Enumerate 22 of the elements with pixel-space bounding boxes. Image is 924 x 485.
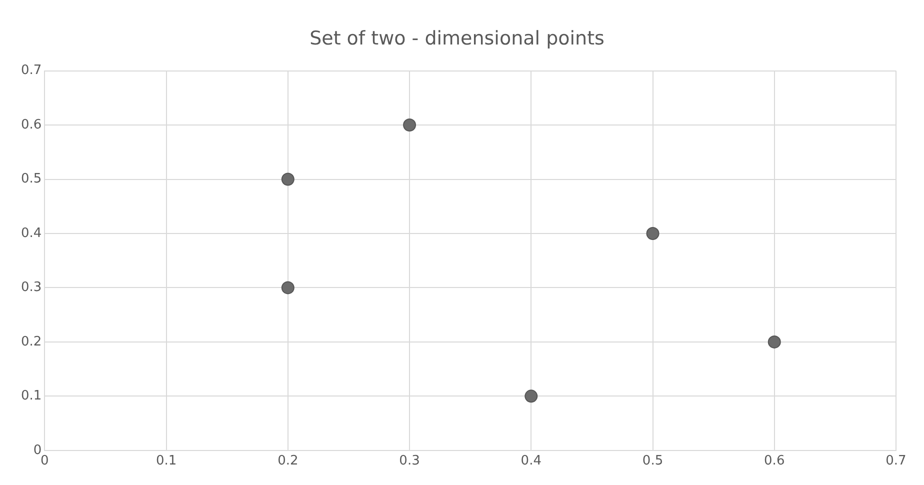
y-tick-label: 0.1: [20, 388, 42, 404]
point: [524, 390, 538, 403]
y-tick-label: 0.6: [20, 117, 42, 132]
point: [281, 281, 294, 294]
point: [403, 118, 416, 132]
y-tick-label: 0.3: [20, 280, 42, 296]
point: [768, 335, 781, 348]
y-tick-label: 0.2: [20, 334, 42, 350]
x-tick-label: 0.1: [156, 454, 177, 469]
y-tick-label: 0.5: [20, 172, 42, 187]
y-tick-label: 0.4: [20, 226, 42, 241]
y-tick-label: 0.7: [20, 63, 42, 78]
point: [281, 172, 294, 186]
y-tick-label: 0: [33, 442, 42, 458]
x-tick-label: 0.3: [399, 454, 420, 469]
x-tick-label: 0.4: [520, 454, 542, 469]
point: [646, 226, 660, 240]
x-tick-label: 0.2: [278, 454, 298, 469]
x-tick-label: 0.5: [642, 454, 664, 469]
chart-title: Set of two - dimensional points: [310, 27, 604, 50]
x-tick-label: 0.7: [886, 454, 906, 469]
x-tick-label: 0.6: [764, 454, 785, 469]
